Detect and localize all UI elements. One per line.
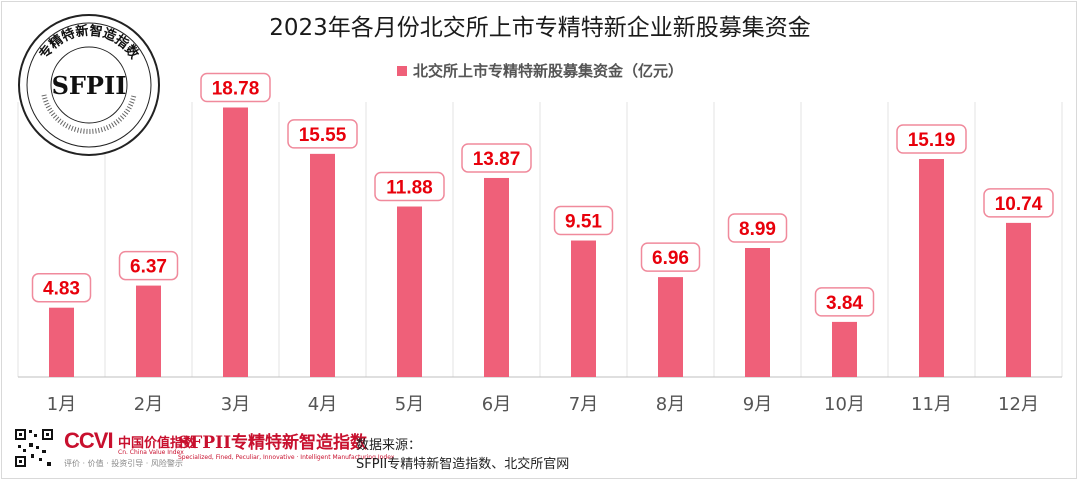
x-tick-label: 8月 xyxy=(656,394,685,415)
bar-6月 xyxy=(484,177,509,377)
bar-chart: 4.83 1月 6.37 2月 18.78 3月 15.55 4月 11.88 5月 13.87 6月… xyxy=(17,72,1063,415)
data-label: 9.51 xyxy=(565,212,602,233)
data-label-box xyxy=(287,119,358,149)
ccvi-logo: CCVI xyxy=(64,428,114,453)
bar-9月 xyxy=(745,247,770,377)
bar-2月 xyxy=(136,285,161,377)
x-tick-label: 6月 xyxy=(482,394,511,415)
data-label-box xyxy=(374,171,445,202)
data-label: 13.87 xyxy=(473,149,521,170)
data-label: 8.99 xyxy=(739,219,776,240)
x-tick-label: 11月 xyxy=(911,394,952,415)
data-label-box xyxy=(814,287,875,317)
bar-5月 xyxy=(397,206,422,377)
bar-1月 xyxy=(49,307,74,377)
data-label: 11.88 xyxy=(386,178,433,199)
x-tick-label: 4月 xyxy=(308,394,337,415)
bar-7月 xyxy=(571,240,596,377)
data-label: 3.84 xyxy=(826,293,863,314)
x-tick-label: 12月 xyxy=(998,394,1039,415)
data-label: 15.19 xyxy=(908,130,956,151)
data-label: 15.55 xyxy=(299,125,347,146)
bar-11月 xyxy=(919,159,944,377)
data-label-box xyxy=(983,188,1054,218)
x-tick-label: 2月 xyxy=(134,394,163,415)
footer: CCVI 中国价值指数 Cn. China Value Index 评价 · 价… xyxy=(10,426,1070,472)
sfpii-logo: SFPII专精特新智造指数 xyxy=(178,433,368,453)
ccvi-tagline: 评价 · 价值 · 投资引导 · 风险警示 xyxy=(64,459,183,468)
ccvi-en-name: Cn. China Value Index xyxy=(118,449,184,456)
legend: 北交所上市专精特新股募集资金（亿元） xyxy=(0,60,1080,81)
bar-10月 xyxy=(832,321,857,377)
bar-12月 xyxy=(1006,222,1031,377)
x-tick-label: 3月 xyxy=(221,394,250,415)
data-label-box xyxy=(553,205,614,236)
qr-code-icon xyxy=(14,428,54,468)
data-label-box xyxy=(896,124,967,154)
data-label-box xyxy=(31,272,92,303)
sfpii-seal-logo: SFPII 专精特新智造指数 xyxy=(18,14,160,156)
data-label: 4.83 xyxy=(43,279,80,300)
x-tick-label: 9月 xyxy=(743,394,772,415)
data-label-box xyxy=(200,72,271,103)
x-tick-label: 1月 xyxy=(47,394,76,415)
x-tick-label: 7月 xyxy=(569,394,598,415)
data-label-box xyxy=(727,213,788,243)
ccvi-cn-name: 中国价值指数 xyxy=(118,436,197,451)
data-label: 6.96 xyxy=(652,248,689,269)
seal-text: SFPII xyxy=(52,71,127,100)
legend-swatch xyxy=(396,65,407,76)
data-label-box xyxy=(640,242,701,272)
legend-label: 北交所上市专精特新股募集资金（亿元） xyxy=(412,62,683,80)
bar-8月 xyxy=(658,277,683,377)
data-label-box xyxy=(118,250,179,281)
data-label-box xyxy=(461,143,532,173)
data-label: 10.74 xyxy=(995,194,1043,215)
bar-3月 xyxy=(223,107,248,377)
sfpii-en-name: Specialized, Fined, Peculiar, Innovative… xyxy=(178,454,395,461)
data-label: 18.78 xyxy=(212,79,260,100)
source-text: SFPII专精特新智造指数、北交所官网 xyxy=(356,457,570,472)
data-label: 6.37 xyxy=(130,257,167,278)
bar-4月 xyxy=(310,153,335,377)
x-tick-label: 10月 xyxy=(824,394,865,415)
source-title: 数据来源： xyxy=(356,438,422,453)
chart-title: 2023年各月份北交所上市专精特新企业新股募集资金 xyxy=(269,15,811,41)
x-tick-label: 5月 xyxy=(395,394,424,415)
